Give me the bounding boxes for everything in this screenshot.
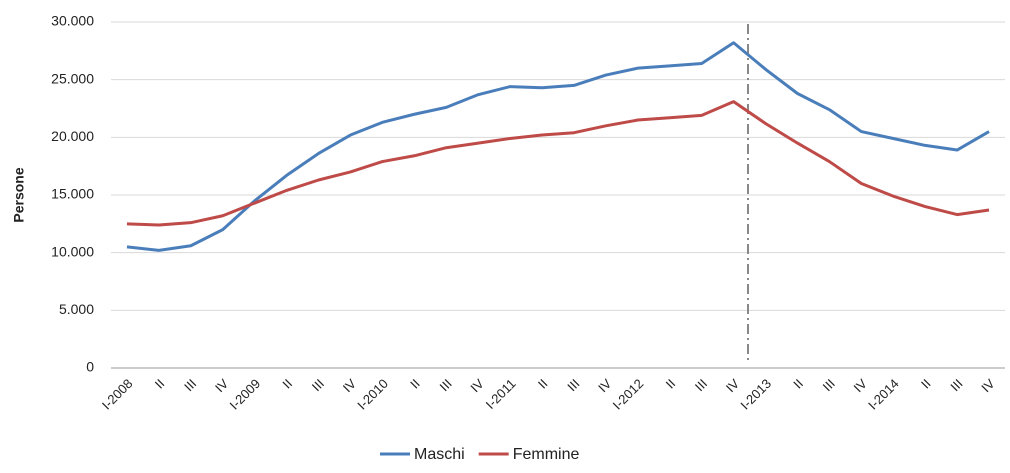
x-tick-label: IV — [978, 376, 998, 396]
x-tick-label: IV — [467, 376, 487, 396]
x-tick-label: III — [309, 376, 327, 394]
x-tick-label: I-2011 — [483, 376, 519, 412]
x-tick-label: III — [564, 376, 582, 394]
x-tick-label: IV — [851, 376, 871, 396]
y-tick-label: 20.000 — [51, 128, 94, 144]
x-tick-label: III — [692, 376, 710, 394]
x-tick-label: I-2013 — [737, 376, 774, 413]
x-tick-label: II — [663, 376, 679, 392]
legend-label: Femmine — [513, 446, 580, 463]
x-tick-label: IV — [212, 376, 232, 396]
x-tick-label: I-2008 — [99, 376, 136, 413]
x-tick-label: II — [790, 376, 806, 392]
y-tick-label: 0 — [86, 359, 94, 375]
series-line — [126, 100, 990, 227]
x-tick-label: III — [947, 376, 965, 394]
x-tick-label: IV — [595, 376, 615, 396]
x-tick-label: IV — [340, 376, 360, 396]
series-line — [126, 41, 990, 252]
x-tick-label: I-2014 — [865, 376, 902, 413]
x-tick-label: III — [820, 376, 838, 394]
x-tick-label: III — [181, 376, 199, 394]
x-tick-label: II — [279, 376, 295, 392]
x-tick-label: II — [918, 376, 934, 392]
x-tick-label: II — [535, 376, 551, 392]
x-tick-label: IV — [723, 376, 743, 396]
y-tick-label: 15.000 — [51, 186, 94, 202]
y-tick-label: 10.000 — [51, 243, 94, 259]
y-tick-label: 5.000 — [59, 301, 94, 317]
x-tick-label: I-2012 — [610, 376, 647, 413]
x-tick-label: II — [407, 376, 423, 392]
y-tick-label: 30.000 — [51, 13, 94, 29]
legend-label: Maschi — [414, 446, 465, 463]
x-tick-label: II — [152, 376, 168, 392]
x-tick-label: I-2009 — [227, 376, 264, 413]
y-tick-label: 25.000 — [51, 70, 94, 86]
x-tick-label: I-2010 — [354, 376, 391, 413]
y-axis-label: Persone — [11, 167, 27, 222]
x-tick-label: III — [437, 376, 455, 394]
